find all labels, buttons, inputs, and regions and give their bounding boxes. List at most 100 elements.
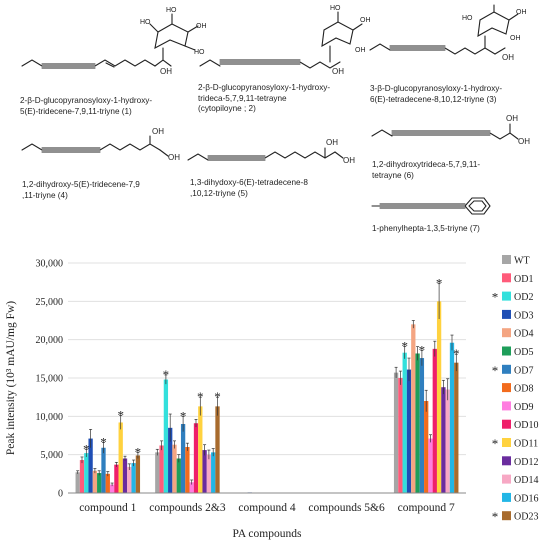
bar-od4-2 [172, 444, 177, 493]
structure-3-caption: 3-β-D-glucopyranosyloxy-1-hydroxy- 6(E)-… [370, 84, 503, 104]
significance-star: * [436, 276, 443, 291]
bar-od9-2 [189, 482, 194, 493]
bar-wt-2 [155, 452, 160, 493]
svg-text:OH: OH [516, 9, 527, 16]
significance-star: * [453, 346, 460, 361]
svg-text:HO: HO [462, 15, 473, 22]
legend-swatch [502, 328, 511, 338]
svg-text:OH: OH [326, 138, 338, 147]
svg-text:OH: OH [160, 67, 172, 76]
significance-star: * [197, 389, 204, 404]
bar-od23-5 [454, 362, 459, 493]
y-axis-ticks: 0 5,000 10,000 15,000 20,000 25,000 30,000 [36, 259, 64, 500]
legend: WT OD1 * OD2 OD3 OD4 OD5 * OD7 OD8 OD9 OD10 * OD11 OD1… [492, 255, 538, 524]
svg-text:HO: HO [140, 19, 151, 26]
bar-od3-1 [88, 438, 93, 493]
legend-label: OD5 [514, 347, 533, 358]
bar-od9-1 [109, 484, 115, 493]
bar-od2-2 [163, 379, 169, 493]
bar-od8-2 [185, 447, 190, 493]
svg-text:OH: OH [502, 53, 514, 62]
legend-label: OD3 [514, 310, 533, 321]
structure-2-drawing: OH HO OH OH [199, 5, 371, 76]
bar-od14-2 [206, 454, 212, 493]
category-label: compounds 5&6 [308, 502, 385, 514]
bar-od8-5 [424, 401, 429, 493]
bar-od4-1 [92, 470, 98, 493]
legend-swatch [502, 346, 511, 356]
bar-od10-1 [114, 464, 119, 493]
bar-od8-1 [105, 473, 110, 493]
bar-od7-5 [419, 358, 425, 493]
legend-swatch [502, 474, 511, 484]
bar-od11-5 [436, 301, 442, 493]
legend-swatch [502, 401, 511, 411]
y-tick-label: 30,000 [36, 259, 64, 270]
bar-od10-5 [432, 348, 437, 493]
legend-swatch [502, 438, 511, 447]
bar-od11-2 [198, 406, 203, 493]
bar-od12-2 [202, 450, 207, 493]
y-tick-label: 10,000 [36, 412, 64, 423]
legend-label: OD23 [514, 512, 538, 523]
bar-wt-1 [75, 472, 80, 493]
significance-star: * [214, 389, 221, 404]
legend-swatch [502, 309, 511, 319]
bar-od1-1 [79, 460, 85, 493]
legend-label: OD4 [514, 329, 533, 340]
legend-swatch [502, 419, 511, 429]
structure-6-caption: 1,2-dihydroxytrideca-5,7,9,11- tetrayne … [372, 160, 481, 180]
bar-od1-5 [398, 378, 403, 493]
significance-star: * [83, 441, 90, 456]
svg-text:OH: OH [168, 153, 180, 162]
bar-od3-2 [168, 427, 173, 493]
bar-od14-1 [127, 466, 132, 493]
svg-text:HO: HO [166, 7, 177, 14]
legend-label: OD16 [514, 493, 538, 504]
legend-label: OD8 [514, 384, 533, 395]
bar-od12-5 [441, 387, 446, 493]
significance-star: * [401, 339, 408, 354]
bar-od5-2 [176, 458, 181, 493]
svg-text:OH: OH [518, 137, 530, 146]
structure-7-caption: 1-phenylhepta-1,3,5-triyne (7) [372, 224, 480, 233]
bar-od3-5 [406, 369, 412, 493]
significance-star: * [100, 434, 107, 449]
legend-star: * [492, 363, 499, 378]
svg-text:OH: OH [506, 114, 518, 123]
legend-label: WT [514, 256, 530, 267]
category-label: compound 4 [238, 502, 295, 514]
category-labels: compound 1 compounds 2&3 compound 4 compoun… [79, 502, 455, 514]
bar-od12-1 [122, 458, 128, 493]
bar-od7-1 [101, 447, 106, 493]
bar-od16-5 [449, 342, 455, 493]
y-tick-label: 25,000 [36, 297, 64, 308]
legend-swatch [502, 291, 511, 301]
structure-1-drawing: OH HO HO OH HO [21, 7, 207, 76]
bar-od10-2 [193, 423, 199, 493]
legend-star: * [492, 436, 499, 451]
bar-od23-2 [215, 406, 220, 493]
svg-text:OH: OH [343, 156, 355, 165]
error-bars [76, 283, 458, 487]
bar-od23-1 [135, 455, 141, 493]
structure-4-drawing: OH OH [21, 127, 180, 162]
legend-swatch [502, 456, 511, 466]
y-tick-label: 20,000 [36, 335, 64, 346]
legend-label: OD9 [514, 402, 533, 413]
y-tick-label: 15,000 [36, 374, 64, 385]
svg-text:OH: OH [355, 47, 366, 54]
legend-star: * [492, 509, 499, 524]
bar-od4-5 [411, 324, 416, 493]
svg-text:OH: OH [196, 23, 207, 30]
x-axis-title: PA compounds [233, 528, 302, 540]
structure-6-drawing: OH OH [371, 114, 530, 146]
legend-star: * [492, 290, 499, 305]
bar-od14-5 [445, 389, 450, 493]
chemical-structures: OH HO HO OH HO OH HO OH OH [21, 4, 530, 215]
svg-text:OH: OH [360, 17, 371, 24]
significance-stars: * * * * * * * * * * * * [83, 276, 460, 460]
bar-od2-5 [402, 352, 407, 493]
structure-5-drawing: OH OH [187, 138, 355, 165]
structure-2-caption: 2-β-D-glucopyranosyloxy-1-hydroxy- tride… [198, 83, 331, 113]
